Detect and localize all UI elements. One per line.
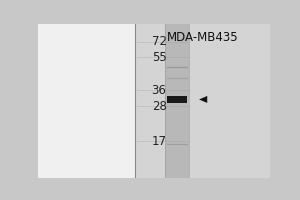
Polygon shape bbox=[199, 96, 207, 103]
Text: MDA-MB435: MDA-MB435 bbox=[167, 31, 238, 44]
Bar bbox=[167, 96, 188, 103]
Text: 72: 72 bbox=[152, 35, 166, 48]
Text: 36: 36 bbox=[152, 84, 167, 97]
Text: 55: 55 bbox=[152, 51, 167, 64]
Bar bbox=[165, 24, 189, 178]
Bar bbox=[38, 24, 135, 178]
Text: 28: 28 bbox=[152, 100, 167, 113]
Text: 17: 17 bbox=[152, 135, 166, 148]
Bar bbox=[135, 24, 270, 178]
